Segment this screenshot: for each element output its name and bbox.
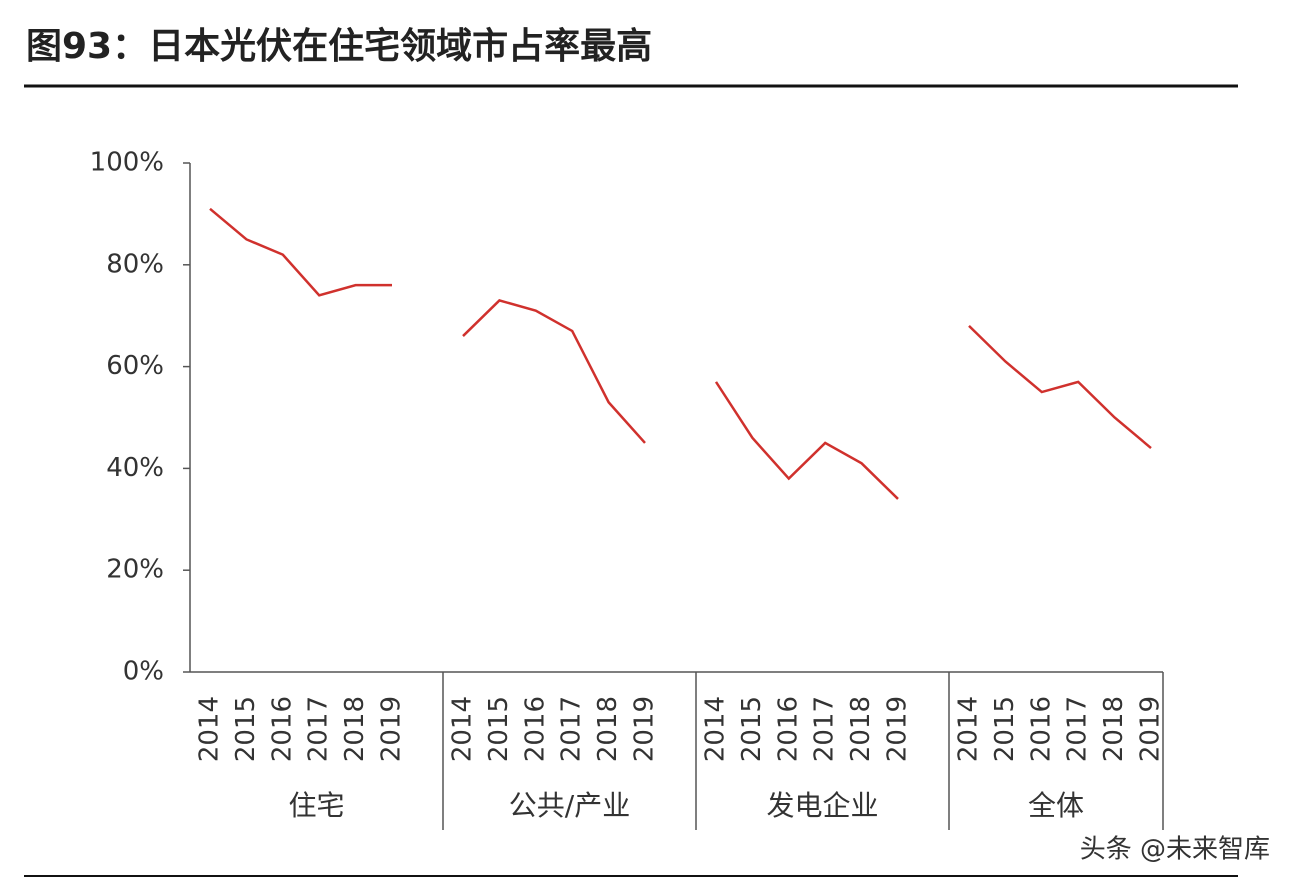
x-tick-label: 2016 bbox=[267, 696, 297, 762]
y-tick-label: 0% bbox=[123, 657, 164, 687]
x-tick-label: 2016 bbox=[1026, 696, 1056, 762]
x-tick-label: 2014 bbox=[448, 696, 478, 762]
y-tick-label: 100% bbox=[90, 148, 164, 178]
x-tick-label: 2016 bbox=[520, 696, 550, 762]
x-tick-label: 2014 bbox=[954, 696, 984, 762]
group-label: 公共/产业 bbox=[509, 789, 630, 822]
group-label: 住宅 bbox=[288, 789, 344, 822]
group-label: 全体 bbox=[1028, 789, 1084, 822]
x-tick-label: 2016 bbox=[773, 696, 803, 762]
series-line bbox=[714, 381, 899, 500]
series-line bbox=[209, 207, 392, 297]
x-tick-label: 2014 bbox=[701, 696, 731, 762]
x-tick-label: 2019 bbox=[377, 696, 407, 762]
x-tick-label: 2015 bbox=[484, 696, 514, 762]
watermark: 头条 @未来智库 bbox=[1080, 835, 1270, 865]
x-tick-label: 2017 bbox=[1063, 696, 1093, 762]
x-tick-label: 2015 bbox=[231, 696, 261, 762]
y-tick-label: 80% bbox=[106, 249, 164, 279]
chart-title: 图93：日本光伏在住宅领域市占率最高 bbox=[26, 25, 652, 67]
x-tick-label: 2017 bbox=[304, 696, 334, 762]
x-tick-label: 2017 bbox=[810, 696, 840, 762]
y-tick-label: 20% bbox=[106, 555, 164, 585]
series-line bbox=[462, 299, 646, 444]
x-tick-label: 2019 bbox=[883, 696, 913, 762]
x-tick-label: 2018 bbox=[1099, 696, 1129, 762]
y-tick-label: 40% bbox=[106, 453, 164, 483]
x-tick-label: 2015 bbox=[737, 696, 767, 762]
x-tick-label: 2019 bbox=[1136, 696, 1166, 762]
group-label: 发电企业 bbox=[766, 789, 878, 822]
x-tick-label: 2018 bbox=[846, 696, 876, 762]
x-tick-label: 2015 bbox=[990, 696, 1020, 762]
y-tick-label: 60% bbox=[106, 351, 164, 381]
series-line bbox=[968, 324, 1152, 449]
x-tick-label: 2018 bbox=[340, 696, 370, 762]
x-tick-label: 2018 bbox=[593, 696, 623, 762]
x-tick-label: 2017 bbox=[557, 696, 587, 762]
x-tick-label: 2019 bbox=[630, 696, 660, 762]
x-tick-label: 2014 bbox=[195, 696, 225, 762]
